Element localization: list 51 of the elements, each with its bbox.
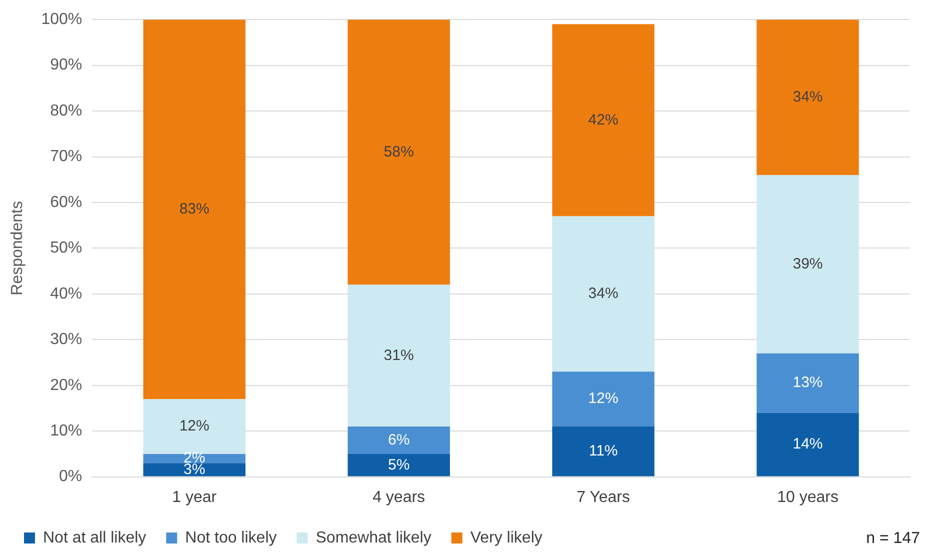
- x-tick-label: 1 year: [172, 488, 218, 506]
- data-label: 42%: [588, 111, 618, 128]
- bar: [143, 454, 246, 464]
- x-tick-label: 4 years: [372, 488, 426, 506]
- y-tick-label: 90%: [50, 56, 82, 74]
- bar: [348, 426, 450, 454]
- y-tick-label: 80%: [50, 102, 82, 120]
- x-tick-label: 7 Years: [576, 488, 630, 506]
- y-tick-label: 20%: [50, 376, 82, 394]
- bar: [552, 372, 654, 427]
- data-label: 58%: [384, 143, 414, 160]
- y-tick-label: 40%: [50, 285, 82, 302]
- y-tick-label: 60%: [50, 194, 82, 211]
- bar: [552, 24, 654, 216]
- data-label: 31%: [384, 346, 414, 364]
- y-axis-title: Respondents: [9, 201, 26, 296]
- x-tick-label: 10 years: [777, 488, 838, 506]
- data-label: 6%: [388, 431, 410, 448]
- bar: [348, 20, 450, 285]
- bar: [143, 463, 246, 476]
- bar: [552, 426, 654, 476]
- bar: [756, 353, 859, 413]
- legend-label: Very likely: [470, 529, 542, 546]
- data-label: 12%: [179, 418, 210, 435]
- data-label: 34%: [588, 285, 618, 302]
- y-tick-label: 10%: [50, 422, 82, 440]
- data-label: 83%: [179, 200, 210, 218]
- bar: [756, 20, 859, 176]
- data-label: 12%: [588, 390, 618, 408]
- data-label: 34%: [792, 88, 823, 106]
- y-tick-label: 0%: [58, 468, 82, 486]
- bar: [143, 399, 246, 454]
- bar: [143, 20, 246, 400]
- bar: [348, 454, 450, 476]
- text: n = 147: [866, 530, 920, 548]
- legend-label: Somewhat likely: [316, 529, 432, 546]
- y-tick-label: 100%: [41, 11, 82, 28]
- bar: [756, 175, 859, 354]
- bar: [756, 412, 859, 476]
- bar: [348, 284, 450, 427]
- y-tick-label: 30%: [50, 331, 82, 348]
- legend-label: Not at all likely: [43, 529, 146, 546]
- data-label: 14%: [792, 436, 823, 453]
- y-tick-label: 50%: [50, 240, 82, 257]
- bar: [552, 216, 654, 372]
- data-label: 39%: [792, 255, 823, 272]
- data-label: 13%: [792, 374, 823, 392]
- legend-label: Not too likely: [185, 529, 277, 546]
- y-tick-label: 70%: [50, 148, 82, 166]
- data-label: 11%: [588, 442, 618, 460]
- data-label: 5%: [388, 456, 410, 474]
